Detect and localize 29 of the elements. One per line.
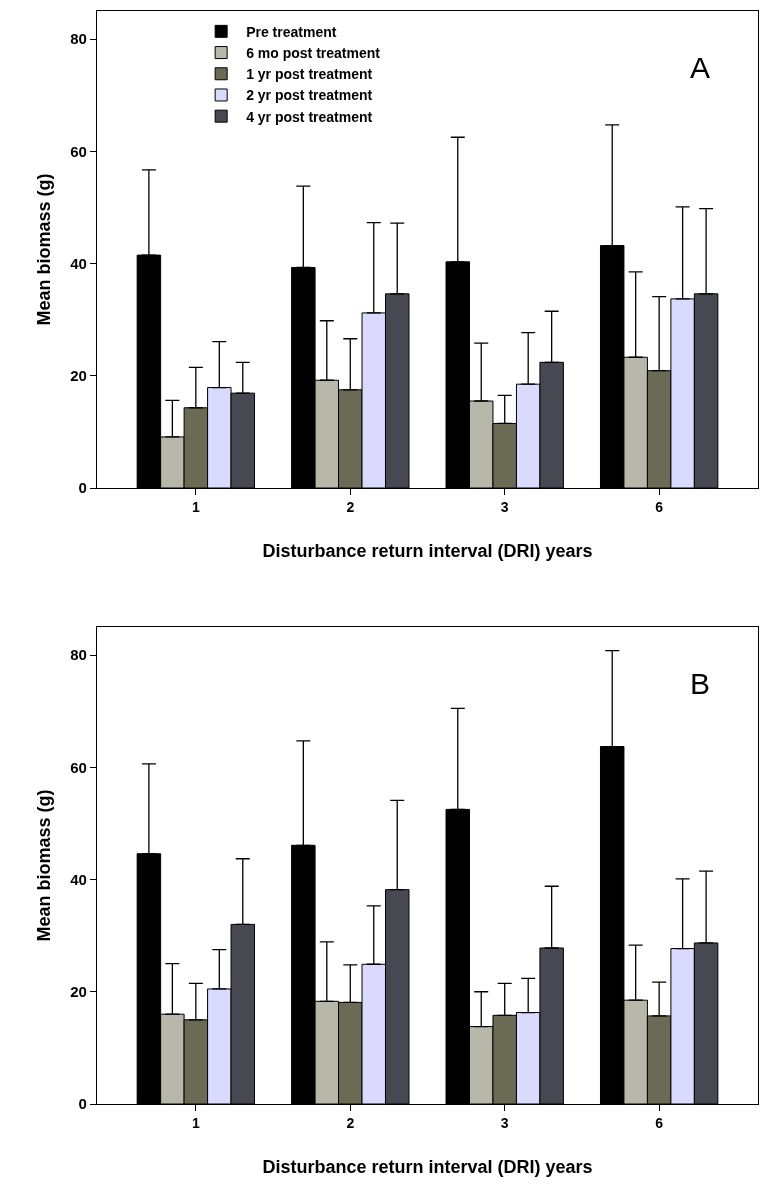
legend-label: 4 yr post treatment — [246, 108, 373, 125]
y-tick-label: 60 — [70, 142, 87, 160]
x-tick-label: 3 — [500, 498, 509, 515]
legend-label: 2 yr post treatment — [246, 87, 373, 104]
y-tick-label: 80 — [70, 646, 87, 664]
legend-label: 1 yr post treatment — [246, 66, 373, 83]
x-axis-title: Disturbance return interval (DRI) years — [262, 541, 593, 562]
y-tick-label: 20 — [70, 367, 87, 385]
y-tick-label: 60 — [70, 758, 87, 776]
annotation: A — [690, 51, 711, 84]
y-tick-label: 20 — [70, 983, 87, 1001]
x-tick-label: 2 — [346, 1114, 355, 1131]
x-tick-label: 1 — [191, 1114, 200, 1131]
x-tick-label: 2 — [346, 498, 355, 515]
legend-label: Pre treatment — [246, 23, 337, 40]
y-tick-label: 80 — [70, 30, 87, 48]
annotation: B — [690, 667, 711, 700]
y-tick-label: 40 — [70, 254, 87, 272]
x-tick-label: 6 — [655, 1114, 664, 1131]
y-axis-title: Mean biomass (g) — [34, 173, 55, 326]
y-tick-label: 40 — [70, 870, 87, 888]
y-tick-label: 0 — [78, 479, 87, 497]
x-tick-label: 3 — [500, 1114, 509, 1131]
x-tick-label: 6 — [655, 498, 664, 515]
x-tick-label: 1 — [191, 498, 200, 515]
x-axis-title: Disturbance return interval (DRI) years — [262, 1157, 593, 1178]
y-axis-title: Mean biomass (g) — [34, 789, 55, 942]
y-tick-label: 0 — [78, 1095, 87, 1113]
legend-label: 6 mo post treatment — [246, 45, 381, 62]
